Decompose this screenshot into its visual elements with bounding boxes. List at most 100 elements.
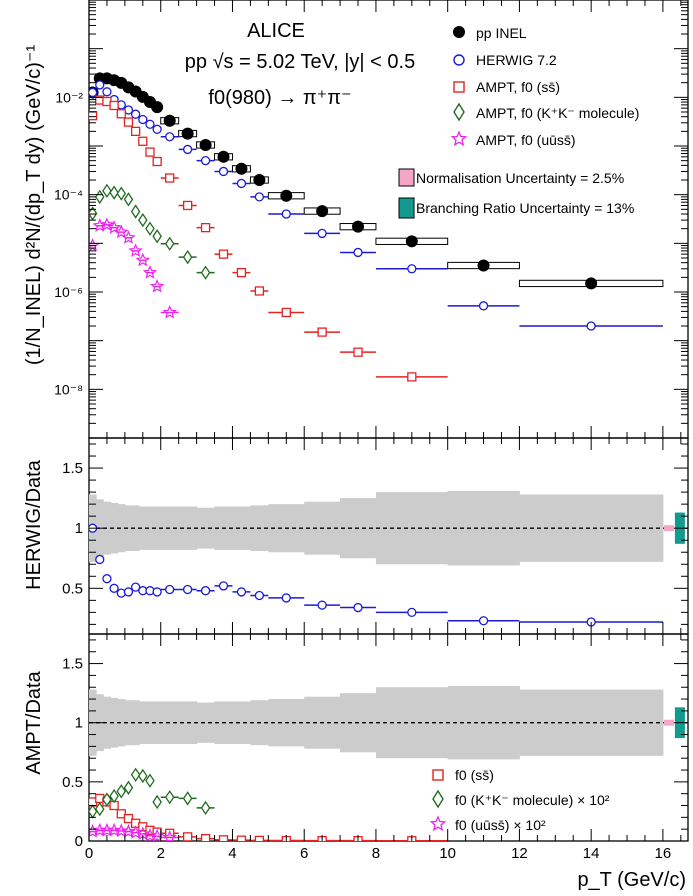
legend-label-ratio-uuss: f0 (uūss̄) × 10² (455, 817, 546, 833)
spectrum-legend: pp INEL HERWIG 7.2 AMPT, f0 (ss̄) AMPT, … (398, 25, 639, 219)
herwig-point (353, 247, 363, 258)
herwig-point (95, 80, 105, 90)
ampt-uuss-point (92, 218, 107, 232)
ampt-uuss-ratio-point (162, 829, 177, 841)
ampt-kk-ratio-point (116, 784, 127, 799)
ampt-uuss-point (114, 224, 129, 239)
decay-label: f0(980) → π⁺π⁻ (208, 87, 351, 109)
pp-inel-point (181, 127, 194, 140)
herwig-point (145, 119, 155, 129)
herwig-ratio-point (130, 582, 141, 592)
experiment-label: ALICE (247, 20, 305, 42)
ampt-ss-point (130, 126, 141, 136)
ampt-kk-point (123, 192, 134, 207)
legend-marker-ratio-uuss (429, 815, 447, 832)
pp-inel-point (280, 189, 293, 202)
ampt-uuss-ratio-point (128, 825, 143, 839)
herwig-point (152, 124, 162, 134)
ampt-kk-ratio-point (123, 780, 134, 795)
ampt-ratio-plot (89, 686, 688, 841)
ampt-ss-ratio-point (236, 835, 247, 841)
x-tick-label: 8 (372, 845, 380, 862)
ampt-ss-point (123, 117, 134, 127)
ampt-ratio-legend: f0 (ss̄) f0 (K⁺K⁻ molecule) × 10² f0 (uū… (429, 767, 610, 833)
ampt-kk-point (130, 204, 141, 219)
data-uncertainty-band (196, 507, 216, 549)
legend-label-herwig: HERWIG 7.2 (476, 52, 557, 68)
normalisation-uncertainty-bar (663, 719, 674, 726)
spectrum-y-tick-label: 10⁻⁴ (54, 187, 83, 203)
spectrum-y-axis-title: (1/N_INEL) d²N/(dp_T dy) (GeV/c)⁻¹ (23, 45, 45, 366)
x-tick-label: 6 (300, 845, 308, 862)
ampt-ss-point (116, 109, 126, 119)
ampt-ss-ratio-point (182, 832, 193, 841)
data-uncertainty-band (146, 701, 155, 745)
ampt-ss-point (353, 347, 363, 357)
ampt-ss-ratio-point (254, 835, 265, 841)
ampt-ss-point (281, 307, 291, 318)
herwig-point (586, 321, 596, 331)
ampt-kk-ratio-point (138, 768, 148, 784)
data-uncertainty-band (110, 697, 119, 748)
x-tick-label: 4 (228, 845, 236, 862)
ampt-kk-point (145, 221, 155, 236)
data-uncertainty-band (139, 506, 147, 550)
herwig-point (89, 87, 98, 98)
ampt-kk-ratio-point (152, 794, 162, 810)
ampt-ss-point (236, 267, 247, 278)
ampt-kk-point (94, 189, 105, 205)
collision-label: pp √s = 5.02 TeV, |y| < 0.5 (185, 51, 415, 73)
pp-inel-point (585, 277, 598, 290)
ampt-kk-ratio-point (102, 792, 112, 807)
axes: 0 2 4 6 8 10 12 14 16 10⁻² 10⁻⁴ 10⁻⁶ 10⁻⁸ 0.5 1 1.5 0 0.5… (54, 0, 688, 862)
spectrum-y-tick-label: 10⁻² (55, 89, 83, 105)
pp-inel-point (163, 114, 176, 127)
ampt-ss-point (254, 286, 265, 296)
herwig-ratio-y-axis-title: HERWIG/Data (23, 459, 45, 590)
ampt-ss-point (145, 147, 155, 157)
herwig-point (317, 228, 327, 239)
ampt-ss-point (138, 136, 148, 146)
herwig-ratio-point (182, 584, 193, 595)
spectrum-plot (89, 72, 664, 382)
data-uncertainty-band (110, 502, 119, 554)
ampt-kk-point (102, 183, 112, 198)
herwig-point (165, 132, 175, 142)
x-tick-label: 12 (511, 845, 528, 862)
data-uncertainty-band (146, 506, 155, 550)
herwig-ratio-point (200, 586, 211, 596)
ampt-ratio-y-tick-label: 0 (75, 833, 83, 850)
branching-ratio-uncertainty-label: Branching Ratio Uncertainty = 13% (416, 200, 634, 216)
ampt-ratio-y-tick-label: 1 (75, 715, 83, 732)
ampt-ss-point (182, 200, 193, 211)
ampt-ss-ratio-point (116, 809, 126, 819)
ampt-kk-ratio-point (182, 791, 193, 806)
ampt-ratio-y-tick-label: 1.5 (62, 656, 83, 673)
herwig-point (478, 301, 489, 311)
herwig-point (281, 209, 291, 219)
data-uncertainty-band (153, 506, 162, 550)
ampt-uuss-point (142, 265, 158, 279)
herwig-ratio-point (317, 600, 327, 610)
normalisation-uncertainty-box (398, 168, 415, 187)
x-axis-title: p_T (GeV/c) (577, 869, 686, 891)
ampt-kk-ratio-point (200, 800, 211, 816)
data-uncertainty-band (132, 505, 140, 552)
ampt-uuss-point (149, 278, 165, 293)
herwig-point (182, 144, 193, 155)
data-uncertainty-band (103, 501, 112, 555)
ampt-uuss-point (121, 230, 136, 244)
herwig-ratio-point (281, 593, 291, 603)
pp-inel-point (151, 101, 164, 114)
herwig-point (130, 109, 141, 119)
ampt-ratio-y-tick-label: 0.5 (62, 774, 83, 791)
ampt-kk-ratio-point (109, 788, 119, 804)
ampt-ss-point (109, 100, 119, 111)
legend-label-pp-inel: pp INEL (476, 25, 527, 41)
ampt-uuss-point (162, 304, 177, 319)
x-tick-label: 0 (85, 845, 93, 862)
x-tick-label: 2 (157, 845, 165, 862)
ampt-uuss-ratio-point (149, 828, 165, 841)
pp-inel-point (253, 174, 266, 187)
